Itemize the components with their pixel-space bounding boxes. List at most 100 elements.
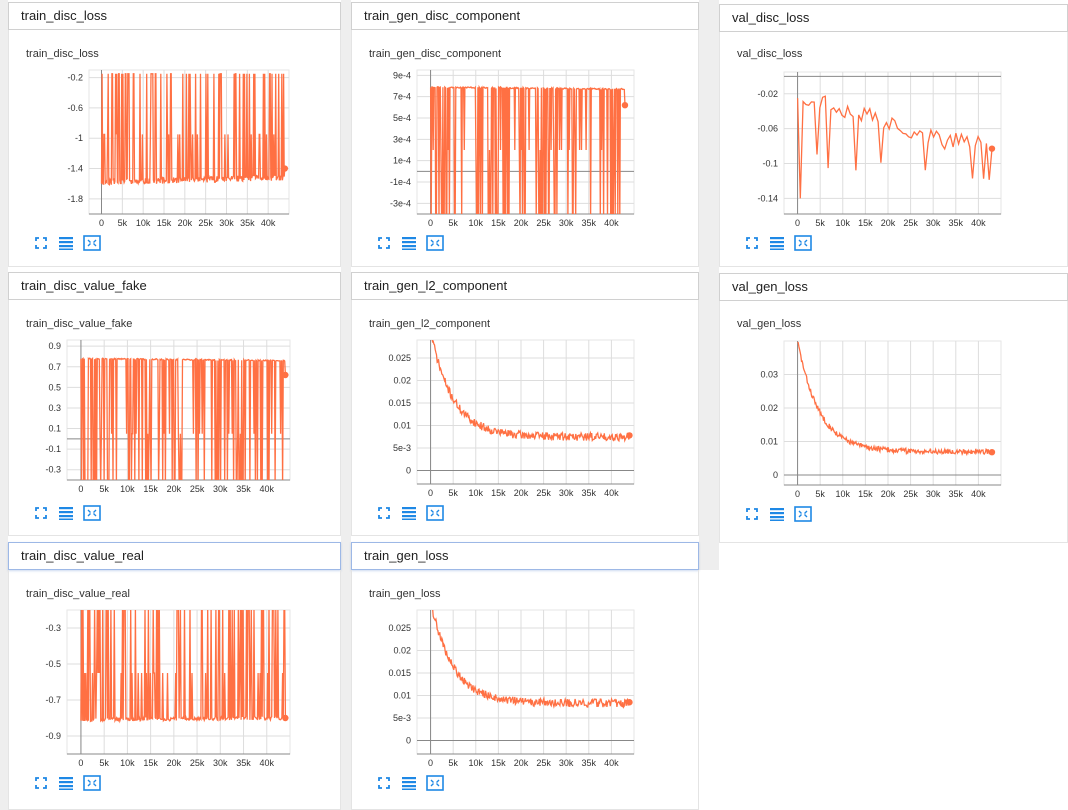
x-tick-label: 25k [198,218,213,228]
fit-domain-button[interactable] [794,235,812,251]
data-table-button[interactable] [769,506,785,522]
y-tick-label: 0.01 [760,436,778,446]
chart-toolbar [33,505,113,521]
data-table-icon [401,507,417,525]
fullscreen-button[interactable] [33,505,49,521]
fullscreen-button[interactable] [744,506,760,522]
fit-domain-button[interactable] [83,235,101,251]
x-tick-label: 30k [559,488,574,498]
fullscreen-button[interactable] [33,235,49,251]
fit-domain-button[interactable] [426,775,444,791]
chart-title: train_gen_disc_component [369,48,502,60]
card-header[interactable]: val_gen_loss [719,273,1068,301]
x-tick-label: 25k [536,488,551,498]
data-table-icon [401,777,417,795]
chart-toolbar [376,235,456,251]
fullscreen-button[interactable] [33,775,49,791]
x-tick-label: 40k [604,758,619,768]
line-chart[interactable]: 0 5k 10k 15k 20k 25k 30k 35k 40k 0.025 0.02 0.015 0.… [352,300,700,500]
y-tick-label: 0.01 [393,421,411,431]
fit-domain-button[interactable] [426,505,444,521]
x-tick-label: 10k [469,758,484,768]
scalar-card: val_disc_loss val_disc_loss 0 5k 10k 15k 20k… [719,4,1068,267]
data-table-button[interactable] [401,505,417,521]
data-table-button[interactable] [401,235,417,251]
card-body: train_disc_loss 0 5k 10k 15k 20k 25k 30k 35k 40k… [8,30,341,267]
fit-domain-button[interactable] [83,775,101,791]
x-tick-label: 35k [240,218,255,228]
x-tick-label: 10k [120,484,135,494]
y-tick-label: -0.06 [757,124,778,134]
line-chart[interactable]: 0 5k 10k 15k 20k 25k 30k 35k 40k -0.2 -0.6 -1 -1.4 -1… [9,30,342,230]
line-chart[interactable]: 0 5k 10k 15k 20k 25k 30k 35k 40k 9e-4 7e-4 5e-4 3e-4… [352,30,700,230]
fullscreen-button[interactable] [376,775,392,791]
scalar-card: train_gen_loss train_gen_loss 0 5k 10k 15k 2… [351,542,699,810]
scalar-card: train_disc_loss train_disc_loss 0 5k 10k 15… [8,2,341,267]
x-tick-label: 0 [795,489,800,499]
y-tick-label: 0.1 [48,424,61,434]
x-tick-label: 15k [858,218,873,228]
series-line [431,340,631,443]
line-chart[interactable]: 0 5k 10k 15k 20k 25k 30k 35k 40k 0.025 0.02 0.015 0.… [352,570,700,770]
chart-title: val_disc_loss [737,48,803,60]
y-tick-label: -0.2 [67,73,83,83]
y-tick-label: 0.01 [393,691,411,701]
card-header[interactable]: train_disc_value_real [8,542,341,570]
x-tick-label: 25k [536,218,551,228]
fullscreen-button[interactable] [376,235,392,251]
last-value-marker [626,432,633,439]
card-header[interactable]: train_disc_loss [8,2,341,30]
fit-domain-button[interactable] [794,506,812,522]
data-table-button[interactable] [769,235,785,251]
x-tick-label: 5k [815,489,825,499]
series-line [80,356,287,480]
card-header[interactable]: train_gen_l2_component [351,272,699,300]
x-tick-label: 20k [514,218,529,228]
x-tick-label: 40k [260,758,275,768]
fit-domain-button[interactable] [83,505,101,521]
x-tick-label: 10k [836,218,851,228]
x-tick-label: 25k [903,218,918,228]
x-tick-label: 5k [99,484,109,494]
fullscreen-icon [744,237,760,255]
x-tick-label: 15k [858,489,873,499]
y-tick-label: 0.015 [388,668,411,678]
line-chart[interactable]: 0 5k 10k 15k 20k 25k 30k 35k 40k -0.3 -0.5 -0.7 -0.9 [9,570,342,770]
card-header[interactable]: train_disc_value_fake [8,272,341,300]
y-tick-label: -0.1 [762,158,778,168]
line-chart[interactable]: 0 5k 10k 15k 20k 25k 30k 35k 40k 0.9 0.7 0.5 0.3 0.1 -… [9,300,342,500]
y-tick-label: 0.03 [760,369,778,379]
card-body: train_disc_value_real 0 5k 10k 15k 20k 25k 30k… [8,570,341,810]
x-tick-label: 25k [190,484,205,494]
x-tick-label: 15k [491,218,506,228]
fullscreen-button[interactable] [376,505,392,521]
y-tick-label: 9e-4 [393,70,411,80]
last-value-marker [281,165,289,172]
fit-domain-icon [794,506,812,526]
fit-domain-button[interactable] [426,235,444,251]
card-header[interactable]: train_gen_disc_component [351,2,699,30]
x-tick-label: 40k [604,218,619,228]
data-table-button[interactable] [58,235,74,251]
card-header[interactable]: train_gen_loss [351,542,699,570]
fit-domain-icon [83,505,101,525]
data-table-button[interactable] [401,775,417,791]
line-chart[interactable]: 0 5k 10k 15k 20k 25k 30k 35k 40k 0.03 0.02 0.01 0 [720,301,1068,501]
x-tick-label: 40k [971,489,986,499]
fit-domain-icon [426,235,444,255]
line-chart[interactable]: 0 5k 10k 15k 20k 25k 30k 35k 40k -0.02 -0.06 -0.1 -0… [720,32,1068,232]
x-tick-label: 40k [971,218,986,228]
data-table-icon [58,237,74,255]
card-body: val_gen_loss 0 5k 10k 15k 20k 25k 30k 35k 40k 0.0… [719,301,1068,543]
fullscreen-button[interactable] [744,235,760,251]
x-tick-label: 30k [926,218,941,228]
y-tick-label: 7e-4 [393,92,411,102]
chart-toolbar [744,235,824,251]
x-tick-label: 20k [167,484,182,494]
y-tick-label: 0.3 [48,403,61,413]
fullscreen-icon [376,237,392,255]
data-table-button[interactable] [58,505,74,521]
card-header[interactable]: val_disc_loss [719,4,1068,32]
data-table-button[interactable] [58,775,74,791]
x-tick-label: 35k [949,489,964,499]
